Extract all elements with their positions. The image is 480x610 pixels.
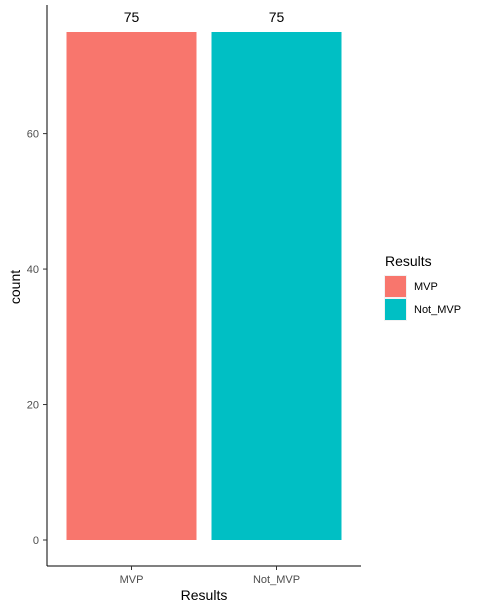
data-label: 75 (269, 9, 285, 25)
y-tick-label: 60 (27, 129, 39, 141)
y-tick-label: 40 (27, 264, 39, 276)
legend-title: Results (385, 253, 432, 269)
y-axis-title: count (7, 270, 23, 304)
legend: Results MVP Not_MVP (384, 253, 461, 321)
bar-not-mvp (211, 32, 342, 540)
x-axis: MVP Not_MVP (47, 565, 361, 586)
x-axis-title: Results (181, 587, 228, 603)
x-tick-label: MVP (120, 574, 144, 586)
y-tick-label: 20 (27, 400, 39, 412)
legend-label: Not_MVP (414, 304, 461, 316)
legend-label: MVP (414, 281, 438, 293)
data-labels-layer: 75 75 (124, 9, 285, 25)
legend-swatch-not-mvp (385, 299, 406, 320)
y-axis: 0 20 40 60 (27, 5, 48, 566)
bars-layer (66, 32, 342, 540)
bar-mvp (66, 32, 197, 540)
y-tick-label: 0 (33, 535, 39, 547)
legend-swatch-mvp (385, 276, 406, 297)
data-label: 75 (124, 9, 140, 25)
x-tick-label: Not_MVP (253, 574, 300, 586)
